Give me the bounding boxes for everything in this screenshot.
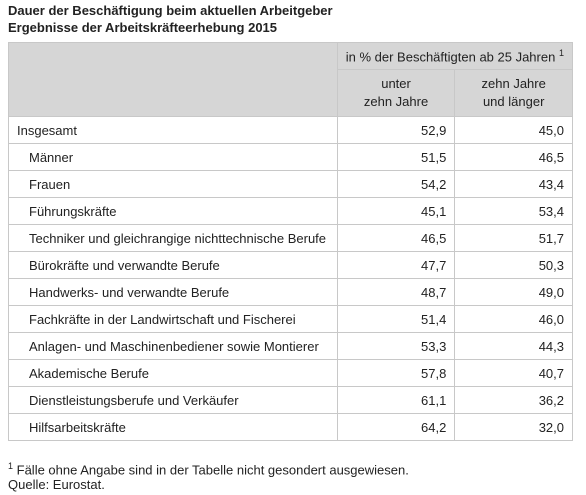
value-cell: 51,5: [336, 143, 456, 171]
row-label: Hilfsarbeitskräfte: [8, 413, 338, 441]
value-cell: 36,2: [454, 386, 573, 414]
value-cell: 32,0: [454, 413, 573, 441]
row-label: Führungskräfte: [8, 197, 338, 225]
value-cell: 53,3: [336, 332, 456, 360]
table-row: Männer 51,5 46,5: [8, 143, 573, 171]
value-cell: 43,4: [454, 170, 573, 198]
table-row: Dienstleistungsberufe und Verkäufer 61,1 3…: [8, 386, 573, 414]
footnote: 1 Fälle ohne Angabe sind in der Tabelle …: [8, 458, 409, 478]
table-row: Führungskräfte 45,1 53,4: [8, 197, 573, 225]
header-line: unter: [381, 76, 411, 91]
table-row: Hilfsarbeitskräfte 64,2 32,0: [8, 413, 573, 441]
table: in % der Beschäftigten ab 25 Jahren 1 un…: [8, 42, 574, 441]
value-cell: 49,0: [454, 278, 573, 306]
header-line: zehn Jahre: [481, 76, 546, 91]
value-cell: 45,1: [336, 197, 456, 225]
subtitle: Ergebnisse der Arbeitskräfteerhebung 201…: [8, 20, 278, 35]
note-mark: 1: [558, 47, 564, 58]
value-cell: 45,0: [454, 116, 573, 144]
value-cell: 61,1: [336, 386, 456, 414]
value-cell: 46,0: [454, 305, 573, 333]
table-row: Anlagen- und Maschinenbediener sowie Mon…: [8, 332, 573, 360]
footnote-mark: 1: [8, 461, 14, 471]
value-cell: 48,7: [336, 278, 456, 306]
value-cell: 47,7: [336, 251, 456, 279]
column-header: zehn Jahre und länger: [454, 69, 573, 117]
value-cell: 50,3: [454, 251, 573, 279]
row-label: Bürokräfte und verwandte Berufe: [8, 251, 338, 279]
group-header-text: in % der Beschäftigten ab 25 Jahren: [345, 49, 556, 65]
value-cell: 53,4: [454, 197, 573, 225]
row-label: Techniker und gleichrangige nichttechnis…: [8, 224, 338, 252]
row-label: Dienstleistungsberufe und Verkäufer: [8, 386, 338, 414]
table-row: Akademische Berufe 57,8 40,7: [8, 359, 573, 387]
value-cell: 51,4: [336, 305, 456, 333]
table-row: Bürokräfte und verwandte Berufe 47,7 50,3: [8, 251, 573, 279]
table-row: Frauen 54,2 43,4: [8, 170, 573, 198]
row-label: Anlagen- und Maschinenbediener sowie Mon…: [8, 332, 338, 360]
row-label: Akademische Berufe: [8, 359, 338, 387]
header-line: und länger: [482, 94, 545, 109]
table-row: Fachkräfte in der Landwirtschaft und Fis…: [8, 305, 573, 333]
row-label: Handwerks- und verwandte Berufe: [8, 278, 338, 306]
value-cell: 54,2: [336, 170, 456, 198]
value-cell: 46,5: [454, 143, 573, 171]
row-label: Fachkräfte in der Landwirtschaft und Fis…: [8, 305, 338, 333]
column-header: unter zehn Jahre: [336, 69, 456, 117]
group-header: in % der Beschäftigten ab 25 Jahren 1: [336, 42, 574, 70]
header-line: zehn Jahre: [363, 94, 429, 109]
table-row: Handwerks- und verwandte Berufe 48,7 49,0: [8, 278, 573, 306]
footnote-text: Fälle ohne Angabe sind in der Tabelle ni…: [16, 462, 409, 478]
table-body: Insgesamt 52,9 45,0 Männer 51,5 46,5 Frauen 54,…: [8, 116, 573, 441]
value-cell: 57,8: [336, 359, 456, 387]
corner-cell: [8, 42, 338, 117]
table-row: Techniker und gleichrangige nichttechnis…: [8, 224, 573, 252]
value-cell: 52,9: [336, 116, 456, 144]
table-row: Insgesamt 52,9 45,0: [8, 116, 573, 144]
row-label: Frauen: [8, 170, 338, 198]
source: Quelle: Eurostat.: [8, 477, 105, 492]
title: Dauer der Beschäftigung beim aktuellen A…: [8, 3, 333, 18]
row-label: Männer: [8, 143, 338, 171]
value-cell: 46,5: [336, 224, 456, 252]
row-label: Insgesamt: [8, 116, 338, 144]
value-cell: 64,2: [336, 413, 456, 441]
value-cell: 44,3: [454, 332, 573, 360]
value-cell: 40,7: [454, 359, 573, 387]
value-cell: 51,7: [454, 224, 573, 252]
